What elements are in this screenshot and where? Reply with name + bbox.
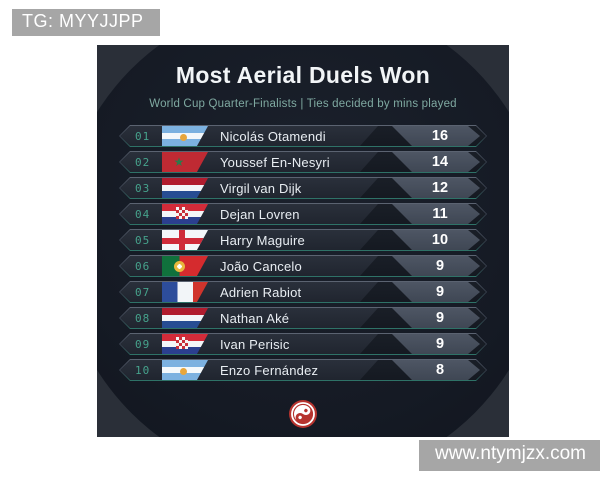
telegram-watermark: TG: MYYJJPP <box>12 9 160 36</box>
value-badge: 11 <box>392 204 480 224</box>
value-label: 10 <box>431 232 449 248</box>
flag-argentina-icon <box>162 360 208 380</box>
value-badge: 12 <box>392 178 480 198</box>
row-body: 10 Enzo Fernández 8 <box>120 360 486 380</box>
player-name: Dejan Lovren <box>220 206 300 222</box>
logo-container <box>97 399 509 434</box>
player-name: Nicolás Otamendi <box>220 128 326 144</box>
leaderboard-row: 01 Nicolás Otamendi 16 <box>119 125 487 147</box>
leaderboard-row: 05 Harry Maguire 10 <box>119 229 487 251</box>
row-body: 01 Nicolás Otamendi 16 <box>120 126 486 146</box>
rank-label: 02 <box>135 155 151 169</box>
player-name: Nathan Aké <box>220 310 290 326</box>
rank-label: 06 <box>135 259 151 273</box>
flag-croatia-icon <box>162 204 208 224</box>
leaderboard-row: 06 João Cancelo 9 <box>119 255 487 277</box>
row-body: 03 Virgil van Dijk 12 <box>120 178 486 198</box>
flag-portugal-icon <box>162 256 208 276</box>
value-label: 9 <box>435 310 445 326</box>
value-label: 14 <box>431 154 449 170</box>
row-body: 02 Youssef En-Nesyri 14 <box>120 152 486 172</box>
value-badge: 9 <box>392 308 480 328</box>
value-badge: 9 <box>392 282 480 302</box>
value-label: 9 <box>435 284 445 300</box>
leaderboard-row: 10 Enzo Fernández 8 <box>119 359 487 381</box>
page-title: Most Aerial Duels Won <box>175 62 431 88</box>
row-body: 04 Dejan Lovren 11 <box>120 204 486 224</box>
value-badge: 8 <box>392 360 480 380</box>
rank-label: 10 <box>135 363 151 377</box>
value-label: 9 <box>435 336 445 352</box>
rank-label: 05 <box>135 233 151 247</box>
page-subtitle: World Cup Quarter-Finalists | Ties decid… <box>149 98 457 110</box>
value-badge: 14 <box>392 152 480 172</box>
value-badge: 10 <box>392 230 480 250</box>
rank-label: 09 <box>135 337 151 351</box>
player-name: Harry Maguire <box>220 232 305 248</box>
value-badge: 16 <box>392 126 480 146</box>
value-badge: 9 <box>392 256 480 276</box>
leaderboard-row: 09 Ivan Perisic 9 <box>119 333 487 355</box>
player-name: Adrien Rabiot <box>220 284 302 300</box>
rank-label: 03 <box>135 181 151 195</box>
value-badge: 9 <box>392 334 480 354</box>
row-body: 09 Ivan Perisic 9 <box>120 334 486 354</box>
value-label: 8 <box>435 362 445 378</box>
value-label: 9 <box>435 258 445 274</box>
value-label: 16 <box>431 128 449 144</box>
player-name: João Cancelo <box>220 258 302 274</box>
leaderboard-card: Most Aerial Duels Won World Cup Quarter-… <box>97 45 509 437</box>
player-name: Youssef En-Nesyri <box>220 154 330 170</box>
leaderboard-row: 04 Dejan Lovren 11 <box>119 203 487 225</box>
flag-argentina-icon <box>162 126 208 146</box>
leaderboard-rows: 01 Nicolás Otamendi 16 02 Youssef En-Nesyri 1… <box>119 125 487 381</box>
leaderboard-row: 07 Adrien Rabiot 9 <box>119 281 487 303</box>
value-label: 11 <box>432 206 448 222</box>
value-label: 12 <box>431 180 449 196</box>
flag-netherlands-icon <box>162 308 208 328</box>
leaderboard-row: 03 Virgil van Dijk 12 <box>119 177 487 199</box>
rank-label: 01 <box>135 129 151 143</box>
flag-england-icon <box>162 230 208 250</box>
rank-label: 07 <box>135 285 151 299</box>
flag-morocco-icon <box>162 152 208 172</box>
flag-croatia-icon <box>162 334 208 354</box>
leaderboard-row: 08 Nathan Aké 9 <box>119 307 487 329</box>
flag-netherlands-icon <box>162 178 208 198</box>
player-name: Virgil van Dijk <box>220 180 302 196</box>
row-body: 07 Adrien Rabiot 9 <box>120 282 486 302</box>
row-body: 08 Nathan Aké 9 <box>120 308 486 328</box>
player-name: Ivan Perisic <box>220 336 290 352</box>
leaderboard-row: 02 Youssef En-Nesyri 14 <box>119 151 487 173</box>
rank-label: 08 <box>135 311 151 325</box>
row-body: 05 Harry Maguire 10 <box>120 230 486 250</box>
row-body: 06 João Cancelo 9 <box>120 256 486 276</box>
flag-france-icon <box>162 282 208 302</box>
red-yin-yang-crest-icon <box>289 400 317 428</box>
card-content: Most Aerial Duels Won World Cup Quarter-… <box>97 62 509 434</box>
player-name: Enzo Fernández <box>220 362 319 378</box>
rank-label: 04 <box>135 207 151 221</box>
site-watermark: www.ntymjzx.com <box>419 440 600 471</box>
